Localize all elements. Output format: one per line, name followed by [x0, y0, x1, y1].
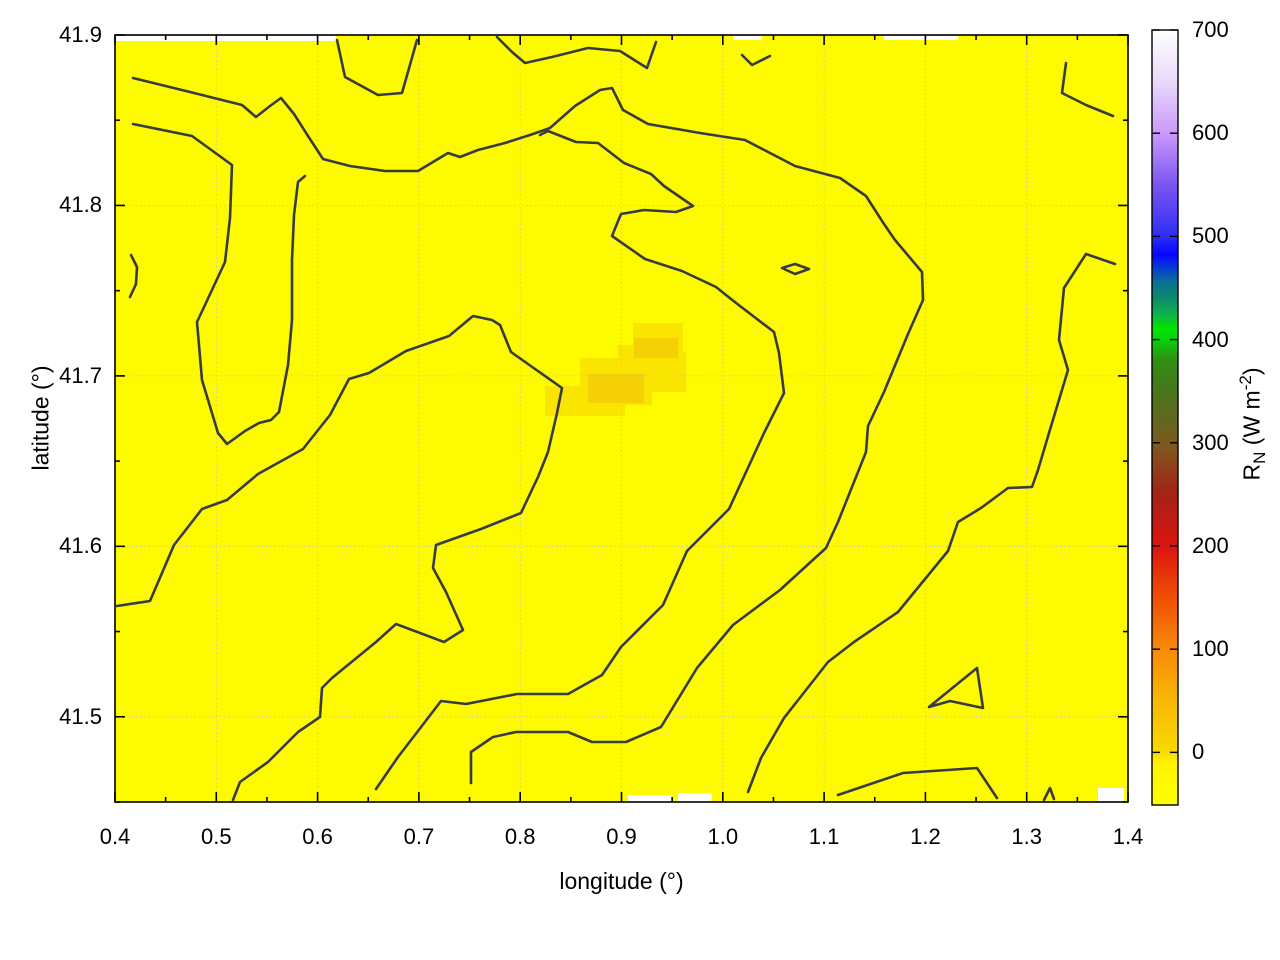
contour-line-central-horseshoe	[115, 314, 564, 802]
colorbar-tick-label: 200	[1192, 532, 1229, 558]
colorbar-tick-label: 300	[1192, 429, 1229, 455]
contour-line-top-v-notch	[335, 38, 419, 97]
y-axis-title: latitude (°)	[27, 365, 54, 471]
colorbar-gradient-bar	[1152, 30, 1178, 805]
contour-line-northeast-stub	[1060, 61, 1115, 118]
colorbar-tick-label: 100	[1192, 636, 1229, 662]
x-tick-label: 0.6	[302, 824, 333, 849]
colorbar-title-end: )	[1238, 367, 1265, 376]
x-tick-label: 1.2	[910, 824, 941, 849]
contour-line-south-tiny-spike	[1042, 786, 1056, 802]
x-tick-label: 0.7	[403, 824, 435, 849]
contour-line-south-tent	[836, 766, 999, 800]
x-tick-label: 0.8	[504, 824, 536, 849]
y-tick-label: 41.8	[59, 192, 102, 218]
x-tick-label: 1.1	[808, 824, 840, 849]
contour-line-inner-band-center-ring	[374, 129, 786, 791]
x-tick-label: 1.4	[1112, 824, 1144, 849]
contour-line-top-squiggle	[495, 35, 658, 70]
colorbar-title-sub: N	[1250, 451, 1270, 464]
contour-line-southeast-triangle-loop	[927, 666, 985, 710]
contour-line-west-hairpin	[131, 122, 307, 446]
data-gap	[733, 36, 762, 40]
data-gap	[628, 795, 672, 802]
data-gap	[1098, 788, 1124, 801]
x-tick-label: 0.9	[606, 824, 637, 849]
x-tick-label: 0.5	[201, 824, 232, 849]
contour-line-west-edge-hook	[128, 253, 139, 299]
contour-line-east-band	[746, 252, 1117, 794]
colorbar-tick-label: 400	[1192, 326, 1229, 352]
y-tick-label: 41.6	[59, 533, 102, 559]
colorbar-title-base: R	[1238, 463, 1265, 481]
colorbar-title: RN (W m-2)	[1236, 367, 1270, 480]
y-tick-label: 41.9	[59, 22, 102, 47]
data-gap	[116, 36, 336, 41]
colorbar-tick-label: 500	[1192, 223, 1229, 249]
warm-patch-dark	[600, 386, 642, 403]
y-tick-label: 41.5	[59, 703, 102, 729]
colorbar-title-sup: -2	[1235, 375, 1255, 391]
data-gap	[884, 36, 958, 40]
contour-line-top-tiny-v	[740, 53, 772, 67]
data-gap	[678, 793, 712, 802]
y-tick-label: 41.7	[59, 362, 102, 388]
x-tick-label: 1.3	[1011, 824, 1042, 849]
contour-line-tiny-diamond-loop	[780, 262, 811, 276]
contour-line-outer-band-northwest-to-south	[131, 76, 925, 785]
warm-patch-dark	[634, 338, 678, 358]
colorbar-border	[1151, 29, 1179, 806]
colorbar-tick-label: 700	[1192, 17, 1229, 42]
colorbar-title-mid: (W m	[1238, 390, 1265, 452]
colorbar-tick-label: 600	[1192, 120, 1229, 146]
x-axis-title: longitude (°)	[559, 868, 684, 894]
x-tick-label: 0.4	[99, 824, 131, 849]
x-tick-label: 1.0	[707, 824, 739, 849]
colorbar-tick-label: 0	[1192, 739, 1205, 765]
